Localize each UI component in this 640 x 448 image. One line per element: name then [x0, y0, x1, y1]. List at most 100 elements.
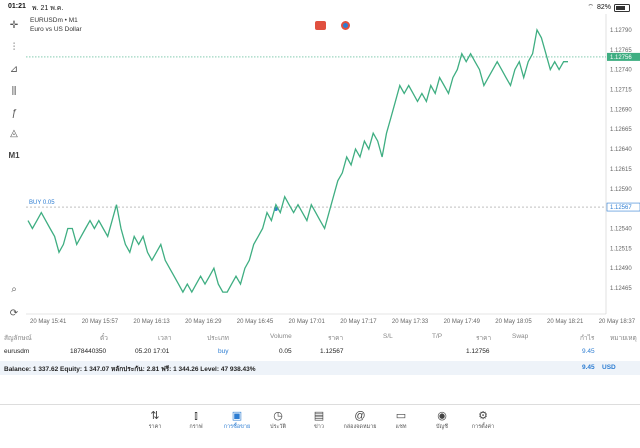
- x-tick-label: 20 May 17:49: [444, 319, 481, 325]
- battery-icon: [614, 3, 630, 12]
- x-tick-label: 20 May 17:33: [392, 319, 429, 325]
- x-tick-label: 20 May 18:37: [599, 319, 636, 325]
- trade-refresh-icon[interactable]: ⟳: [9, 307, 19, 319]
- nav-item-label: กล่องจดหมาย: [343, 424, 377, 430]
- y-tick-label: 1.12515: [610, 246, 632, 252]
- status-right: ⌔ 82%: [587, 3, 630, 12]
- nav-item-label: การซื้อขาย: [223, 424, 251, 430]
- y-tick-label: 1.12690: [610, 107, 632, 113]
- x-tick-label: 20 May 17:17: [340, 319, 377, 325]
- column-header: ราคา: [476, 335, 492, 342]
- y-tick-label: 1.12790: [610, 28, 632, 34]
- x-tick-label: 20 May 16:29: [185, 319, 222, 325]
- x-tick-label: 20 May 15:41: [30, 319, 67, 325]
- column-header: ประเภท: [207, 335, 229, 342]
- x-tick-label: 20 May 16:13: [133, 319, 170, 325]
- news-icon: ▤: [313, 410, 325, 422]
- y-tick-label: 1.12665: [610, 127, 632, 133]
- column-header: T/P: [432, 333, 443, 340]
- column-header: สัญลักษณ์: [4, 335, 32, 342]
- x-axis: 20 May 15:41 20 May 15:57 20 May 16:13 20 M…: [30, 319, 636, 325]
- column-header: ตั๋ว: [100, 335, 108, 342]
- current-price-tag-text: 1.12756: [610, 55, 632, 61]
- timeframe-button[interactable]: M1: [8, 150, 20, 160]
- chat-icon: ▭: [395, 410, 407, 422]
- nav-item[interactable]: ▤ ข่าว: [297, 409, 341, 431]
- column-header: Volume: [270, 333, 292, 340]
- trade-open-price: 1.12567: [320, 348, 344, 355]
- y-tick-label: 1.12740: [610, 68, 632, 74]
- function-icon[interactable]: ƒ: [11, 107, 17, 119]
- y-tick-label: 1.12540: [610, 227, 632, 233]
- balance-total-profit: 9.45: [582, 364, 595, 371]
- open-price-tag-text: 1.12567: [610, 205, 632, 211]
- column-header: S/L: [383, 333, 393, 340]
- nav-item-label: กราฟ: [189, 424, 203, 430]
- bottom-nav: ⇅ ราคา ⫾ กราฟ ▣ การซื้อขาย ◷ ประวัติ ▤ ข่าว @ กล่อง…: [0, 404, 640, 448]
- y-tick-label: 1.12590: [610, 187, 632, 193]
- column-header: Swap: [512, 333, 529, 340]
- trade-ticket: 1878440350: [70, 348, 107, 355]
- nav-item[interactable]: ▣ การซื้อขาย: [215, 409, 259, 431]
- price-lines: BUY 0.05 1.12756 1.12567: [26, 14, 640, 315]
- settings-icon: ⚙: [478, 410, 488, 422]
- column-header: เวลา: [158, 335, 172, 342]
- y-tick-label: 1.12640: [610, 147, 632, 153]
- open-price-tag: [606, 202, 640, 212]
- y-tick-label: 1.12490: [610, 266, 632, 272]
- status-bar: 01:21 พ. 21 พ.ค. ⌔ 82%: [0, 0, 640, 14]
- objects-icon[interactable]: ⫼: [11, 85, 17, 97]
- zoom-icon[interactable]: ⌕: [11, 283, 17, 295]
- nav-item[interactable]: ⇅ ราคา: [133, 409, 177, 431]
- candles-icon: ⫾: [194, 410, 198, 422]
- status-time: 01:21: [8, 3, 26, 10]
- x-tick-label: 20 May 17:01: [289, 319, 326, 325]
- trades-header: สัญลักษณ์ ตั๋ว เวลา ประเภท Volume ราคา S/L T/P ร…: [0, 330, 640, 343]
- battery-percent: 82%: [596, 4, 611, 11]
- signal-icon[interactable]: [341, 21, 350, 30]
- nav-item[interactable]: ▭ แชท: [379, 409, 423, 431]
- trade-profit: 9.45: [582, 348, 595, 355]
- mail-icon: @: [354, 410, 366, 422]
- y-tick-label: 1.12765: [610, 48, 632, 54]
- y-tick-label: 1.12615: [610, 167, 632, 173]
- wifi-icon: ⌔: [587, 4, 594, 11]
- nav-item[interactable]: ◉ บัญชี: [420, 409, 464, 431]
- account-icon: ◉: [437, 410, 447, 422]
- trade-volume: 0.05: [279, 348, 292, 355]
- nav-item[interactable]: ⫾ กราฟ: [174, 409, 218, 431]
- nav-item-label: การตั้งค่า: [471, 424, 495, 430]
- balance-row: Balance: 1 337.62 Equity: 1 347.07 หลักป…: [0, 361, 640, 375]
- price-chart[interactable]: 1.12790 1.12765 1.12740 1.12715 1.12690 1.126…: [26, 14, 640, 328]
- trade-time: 05.20 17:01: [135, 348, 170, 355]
- y-axis: 1.12790 1.12765 1.12740 1.12715 1.12690 1.126…: [610, 28, 632, 292]
- balance-summary: Balance: 1 337.62 Equity: 1 347.07 หลักป…: [4, 366, 256, 373]
- buy-order-label: BUY 0.05: [29, 200, 55, 206]
- crosshair-icon[interactable]: ✛: [9, 19, 19, 31]
- shapes-icon[interactable]: ◬: [10, 127, 18, 139]
- y-tick-label: 1.12715: [610, 87, 632, 93]
- trade-symbol: eurusdm: [4, 348, 30, 355]
- candles-type-icon[interactable]: ⫶: [12, 41, 16, 53]
- history-icon: ◷: [273, 410, 283, 422]
- x-tick-label: 20 May 15:57: [82, 319, 119, 325]
- x-tick-label: 20 May 18:21: [547, 319, 584, 325]
- one-click-trading-icon[interactable]: [315, 21, 326, 30]
- current-price-tag: [607, 52, 640, 61]
- x-tick-label: 20 May 16:45: [237, 319, 274, 325]
- nav-item-label: บัญชี: [436, 424, 448, 430]
- trade-type: buy: [218, 348, 229, 355]
- chart-symbol: EURUSDm • M1: [30, 17, 78, 24]
- chart-description: Euro vs US Dollar: [30, 26, 82, 33]
- nav-item-label: แชท: [395, 424, 407, 430]
- status-date: พ. 21 พ.ค.: [32, 5, 64, 12]
- nav-item[interactable]: @ กล่องจดหมาย: [338, 409, 382, 431]
- price-series-line: [27, 28, 568, 294]
- trade-chart-icon: ▣: [231, 410, 243, 422]
- nav-item[interactable]: ◷ ประวัติ: [256, 409, 300, 431]
- nav-item[interactable]: ⚙ การตั้งค่า: [461, 409, 505, 431]
- nav-item-label: ข่าว: [314, 424, 324, 430]
- table-row[interactable]: eurusdm 1878440350 05.20 17:01 buy 0.05 …: [0, 345, 640, 358]
- indicators-icon[interactable]: ⊿: [9, 63, 19, 75]
- balance-currency: USD: [602, 364, 616, 371]
